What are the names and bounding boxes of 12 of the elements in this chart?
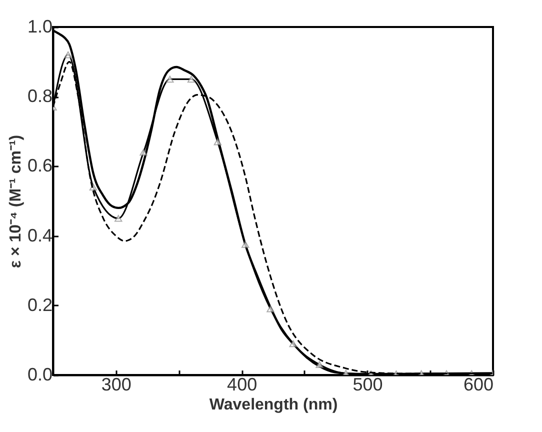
y-tick-label: 0.4 — [27, 225, 52, 246]
x-tick-label: 400 — [227, 374, 258, 394]
x-tick-label: 600 — [463, 374, 494, 394]
y-axis-title: ε × 10⁻⁴ (M⁻¹ cm⁻¹) — [7, 134, 24, 268]
y-tick-label: 0.8 — [27, 86, 52, 106]
y-tick-label: 1.0 — [27, 16, 52, 36]
x-tick-label: 300 — [101, 374, 132, 394]
y-tick-label: 0.0 — [27, 364, 52, 384]
y-tick-label: 0.2 — [27, 294, 52, 315]
x-tick-label: 500 — [352, 374, 383, 394]
x-axis-title: Wavelength (nm) — [209, 396, 338, 414]
y-tick-label: 0.6 — [27, 156, 52, 176]
